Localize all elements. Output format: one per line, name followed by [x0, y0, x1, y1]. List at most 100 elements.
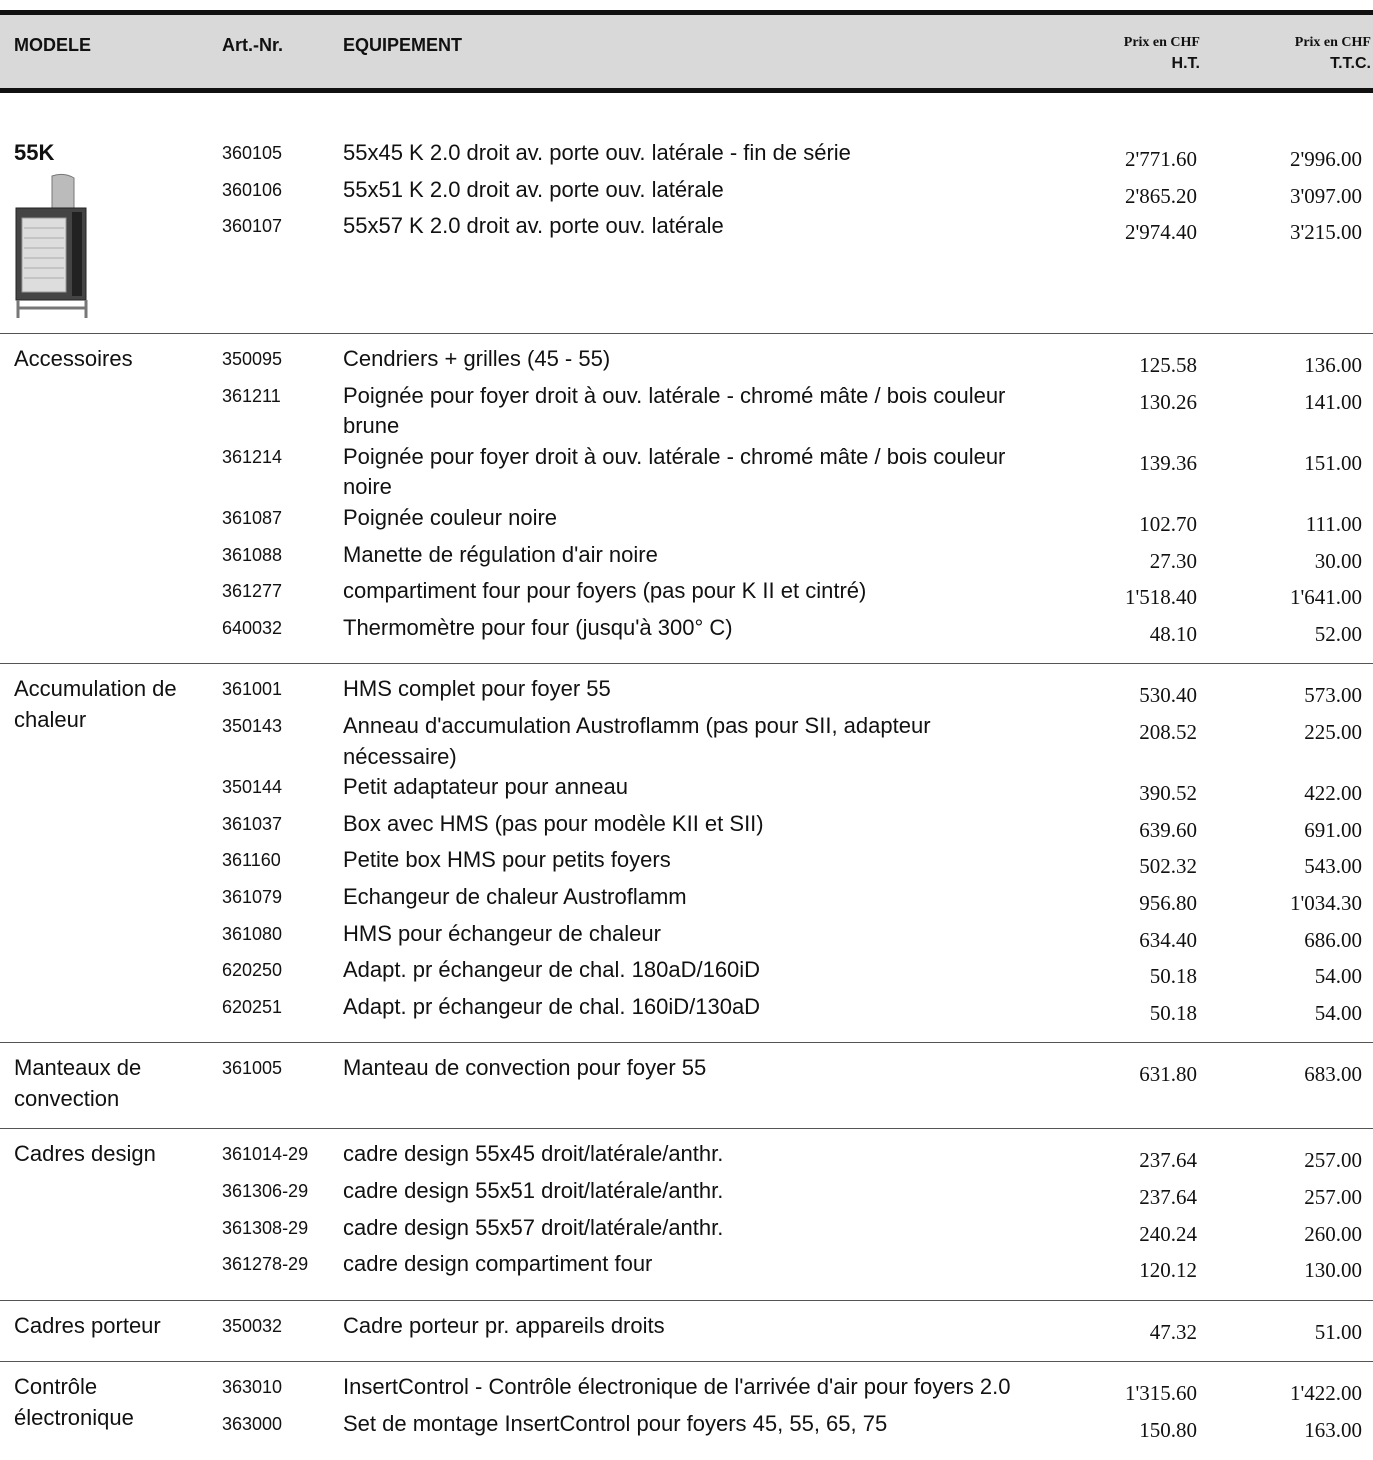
article-number: 360105 [222, 143, 283, 163]
col-art: Art.-Nr. [222, 35, 284, 55]
price-unit: T.T.C. [1330, 55, 1371, 72]
section: Accessoires 350095 Cendriers + grilles (45… [0, 333, 1373, 663]
price-ttc: 51.00 [1314, 1319, 1362, 1344]
price-ttc: 683.00 [1304, 1062, 1362, 1087]
table-row: 361080 HMS pour échangeur de chaleur 634.4… [222, 919, 1373, 956]
section-title: Accessoires [14, 346, 133, 371]
article-number: 361079 [222, 886, 283, 907]
price-ttc: 136.00 [1304, 353, 1362, 377]
price-ttc: 2'996.00 [1289, 147, 1362, 171]
price-ttc: 54.00 [1314, 1000, 1362, 1025]
article-number: 361306-29 [222, 1181, 309, 1202]
price-ttc: 3'097.00 [1289, 183, 1362, 208]
article-number: 350144 [222, 777, 283, 798]
section-title: Accumulation de chaleur [14, 676, 177, 732]
price-ht: 208.52 [1139, 719, 1197, 744]
description: Petit adaptateur pour anneau [343, 774, 629, 800]
description: Echangeur de chaleur Austroflamm [343, 883, 687, 909]
price-ht: 530.40 [1139, 683, 1197, 708]
article-number: 361080 [222, 923, 283, 944]
section-title: Cadres design [14, 1141, 156, 1167]
price-ht: 240.24 [1139, 1221, 1197, 1246]
price-label: Prix en CHF [1294, 35, 1371, 50]
description: 55x51 K 2.0 droit av. porte ouv. latéral… [343, 176, 724, 202]
section-rows: 350032 Cadre porteur pr. appareils droits… [222, 1311, 1373, 1348]
description: HMS pour échangeur de chaleur [343, 920, 661, 946]
price-ttc: 225.00 [1304, 719, 1362, 744]
description: cadre design 55x57 droit/latérale/anthr. [343, 1214, 724, 1240]
price-label: Prix en CHF [1123, 35, 1200, 50]
table-row: 350032 Cadre porteur pr. appareils droits… [222, 1311, 1373, 1348]
section: Manteaux de convection 361005 Manteau de c… [0, 1042, 1373, 1128]
table-row: 620250 Adapt. pr échangeur de chal. 180aD… [222, 955, 1373, 992]
article-number: 350143 [222, 715, 283, 736]
article-number: 620250 [222, 960, 283, 981]
price-ht: 639.60 [1139, 817, 1197, 842]
article-number: 350095 [222, 349, 283, 369]
price-ht: 634.40 [1139, 927, 1197, 952]
price-ht: 48.10 [1149, 621, 1197, 646]
article-number: 361037 [222, 813, 283, 834]
description: 55x57 K 2.0 droit av. porte ouv. latéral… [343, 213, 724, 239]
section: 55K 360105 55x45 K 2.0 droit av. porte ouv… [0, 92, 1373, 333]
price-ht: 120.12 [1139, 1258, 1197, 1283]
table-row: 360107 55x57 K 2.0 droit av. porte ouv. l… [222, 211, 1373, 248]
header: MODELE Art.-Nr. EQUIPEMENT Prix en CHF H.… [0, 10, 1373, 93]
price-ttc: 1'641.00 [1289, 585, 1362, 610]
article-number: 361014-29 [222, 1144, 309, 1165]
article-number: 361308-29 [222, 1217, 309, 1238]
section-rows: 350095 Cendriers + grilles (45 - 55) 125.5… [222, 344, 1373, 649]
section: Cadres design 361014-29 cadre design 55x45… [0, 1128, 1373, 1299]
price-ttc: 30.00 [1314, 548, 1362, 573]
article-number: 361277 [222, 581, 283, 602]
table-row: 361079 Echangeur de chaleur Austroflamm 95… [222, 882, 1373, 919]
price-ht: 2'771.60 [1124, 147, 1197, 171]
table-row: 361037 Box avec HMS (pas pour modèle KII … [222, 809, 1373, 846]
table-row: 620251 Adapt. pr échangeur de chal. 160iD… [222, 992, 1373, 1029]
article-number: 361087 [222, 507, 283, 528]
price-ttc: 54.00 [1314, 964, 1362, 989]
price-ht: 502.32 [1139, 854, 1197, 879]
article-number: 361160 [222, 850, 281, 871]
price-ht: 102.70 [1139, 511, 1197, 536]
table-row: 361160 Petite box HMS pour petits foyers 5… [222, 845, 1373, 882]
description: Anneau d'accumulation Austroflamm (pas p… [343, 712, 931, 769]
price-ttc: 422.00 [1304, 781, 1362, 806]
price-ht: 631.80 [1139, 1062, 1197, 1087]
description: Poignée pour foyer droit à ouv. latérale… [343, 443, 1006, 500]
price-ht: 237.64 [1139, 1148, 1197, 1173]
description: Thermomètre pour four (jusqu'à 300° C) [343, 614, 733, 640]
description: Poignée couleur noire [343, 504, 558, 530]
article-number: 360107 [222, 216, 283, 237]
col-equipment: EQUIPEMENT [343, 35, 463, 55]
article-number: 361088 [222, 544, 283, 565]
price-ttc: 257.00 [1304, 1185, 1362, 1210]
article-number: 361278-29 [222, 1254, 309, 1275]
article-number: 363000 [222, 1414, 283, 1435]
price-ht: 150.80 [1139, 1418, 1197, 1443]
col-ht: Prix en CHF H.T. [1124, 35, 1200, 73]
table-row: 361278-29 cadre design compartiment four 1… [222, 1249, 1373, 1286]
section-rows: 361001 HMS complet pour foyer 55 530.40 573… [222, 674, 1373, 1028]
section: Contrôle électronique 363010 InsertControl… [0, 1361, 1373, 1459]
price-ttc: 543.00 [1304, 854, 1362, 879]
price-ttc: 163.00 [1304, 1418, 1362, 1443]
article-number: 361001 [222, 679, 283, 700]
table-row: 350144 Petit adaptateur pour anneau 390.52… [222, 772, 1373, 809]
price-ttc: 573.00 [1304, 683, 1362, 708]
product-image [15, 173, 88, 318]
section-title: Contrôle électronique [14, 1374, 134, 1431]
description: Cendriers + grilles (45 - 55) [343, 346, 611, 371]
price-ttc: 686.00 [1304, 927, 1362, 952]
description: Manteau de convection pour foyer 55 [343, 1055, 707, 1081]
article-number: 640032 [222, 617, 283, 638]
price-ht: 50.18 [1149, 964, 1197, 989]
price-ttc: 257.00 [1304, 1148, 1362, 1173]
description: Adapt. pr échangeur de chal. 180aD/160iD [343, 957, 761, 983]
page: MODELE Art.-Nr. EQUIPEMENT Prix en CHF H.… [0, 10, 1373, 1443]
article-number: 361211 [222, 385, 281, 406]
table-row: 361306-29 cadre design 55x51 droit/latéra… [222, 1176, 1373, 1213]
section-title: Cadres porteur [14, 1312, 161, 1338]
section-rows: 361005 Manteau de convection pour foyer 5… [222, 1053, 1373, 1114]
section: Accumulation de chaleur 361001 HMS complet… [0, 663, 1373, 1042]
